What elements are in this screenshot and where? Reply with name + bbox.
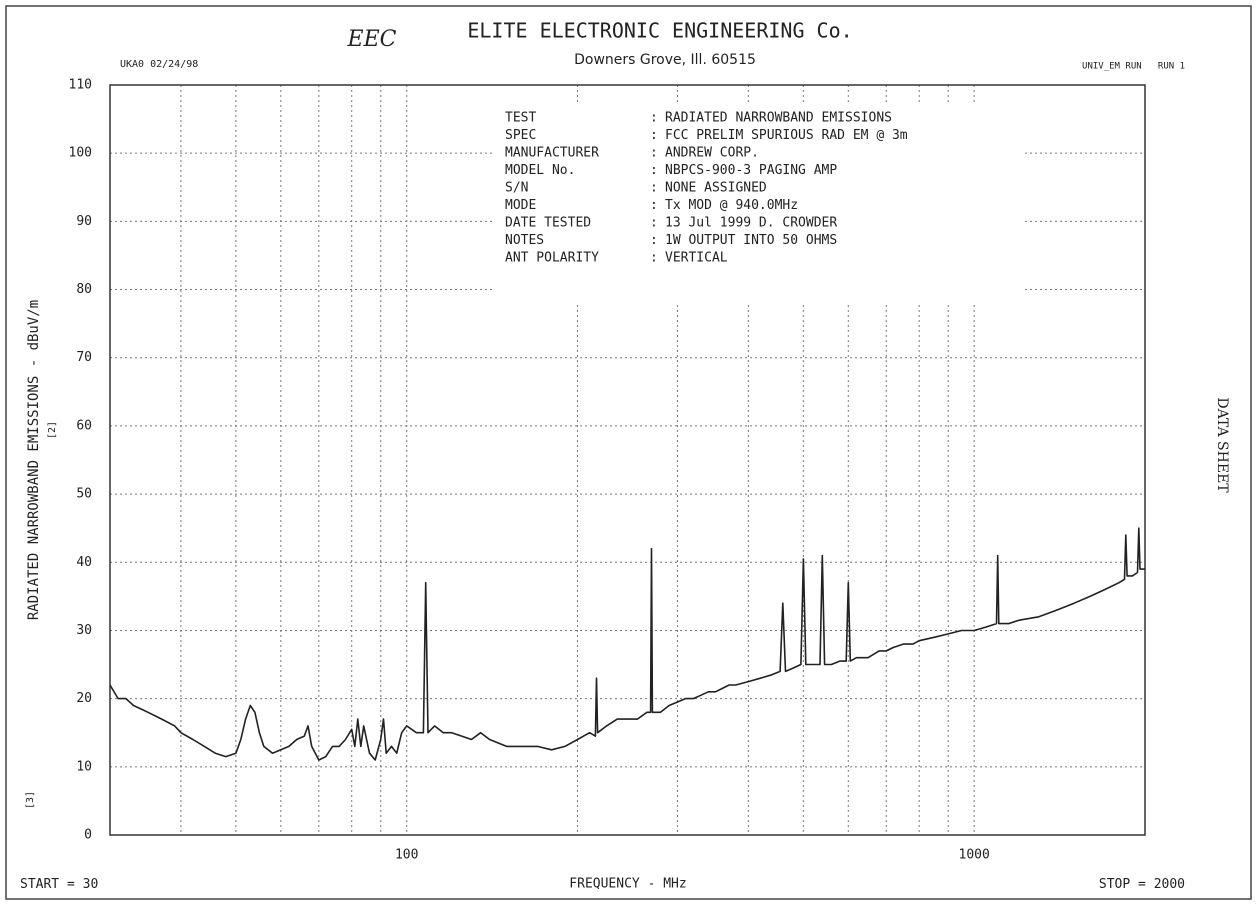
- stop-text: STOP =: [1099, 877, 1146, 892]
- page-mark: [3]: [25, 791, 36, 809]
- info-key: TEST: [505, 111, 536, 126]
- info-key: SPEC: [505, 128, 536, 143]
- header-right: UNIV_EM RUN RUN 1: [1082, 62, 1185, 72]
- y-tick-label: 70: [76, 350, 92, 365]
- y-tick-label: 40: [76, 555, 92, 570]
- page-mark: [2]: [47, 421, 58, 439]
- info-value: NONE ASSIGNED: [665, 181, 767, 196]
- info-key: ANT POLARITY: [505, 251, 599, 266]
- info-key: MANUFACTURER: [505, 146, 599, 161]
- info-value: RADIATED NARROWBAND EMISSIONS: [665, 111, 892, 126]
- y-tick-label: 90: [76, 214, 92, 229]
- info-separator: :: [650, 181, 658, 196]
- y-tick-label: 0: [84, 828, 92, 843]
- info-separator: :: [650, 216, 658, 231]
- info-background: [495, 105, 1025, 305]
- y-tick-label: 100: [69, 146, 92, 161]
- info-value: VERTICAL: [665, 251, 728, 266]
- y-tick-label: 10: [76, 759, 92, 774]
- info-key: MODEL No.: [505, 163, 575, 178]
- info-separator: :: [650, 251, 658, 266]
- info-value: FCC PRELIM SPURIOUS RAD EM @ 3m: [665, 128, 908, 143]
- info-key: MODE: [505, 198, 536, 213]
- stop-value: 2000: [1154, 877, 1185, 892]
- y-tick-label: 20: [76, 691, 92, 706]
- y-tick-label: 30: [76, 623, 92, 638]
- info-separator: :: [650, 163, 658, 178]
- info-value: 13 Jul 1999 D. CROWDER: [665, 216, 837, 231]
- info-separator: :: [650, 128, 658, 143]
- y-axis-label: RADIATED NARROWBAND EMISSIONS - dBuV/m: [26, 300, 42, 620]
- info-key: S/N: [505, 181, 528, 196]
- start-value: 30: [83, 877, 99, 892]
- x-tick-label: 1000: [959, 848, 990, 863]
- x-axis-label: FREQUENCY - MHz: [569, 877, 686, 892]
- info-value: 1W OUTPUT INTO 50 OHMS: [665, 233, 837, 248]
- x-tick-label: 100: [395, 848, 418, 863]
- side-label: DATA SHEET: [1214, 397, 1230, 493]
- data-line: [109, 527, 1145, 761]
- info-value: ANDREW CORP.: [665, 146, 759, 161]
- start-label: START = 30: [20, 877, 98, 892]
- logo: EEC: [347, 27, 397, 52]
- header-left: UKA0 02/24/98: [120, 59, 198, 70]
- company: ELITE ELECTRONIC ENGINEERING Co.: [467, 19, 852, 43]
- address: Downers Grove, Ill. 60515: [574, 52, 756, 68]
- info-separator: :: [650, 111, 658, 126]
- plot-frame: [109, 84, 1146, 836]
- y-tick-label: 50: [76, 487, 92, 502]
- page-border: [5, 5, 1252, 900]
- info-value: Tx MOD @ 940.0MHz: [665, 198, 798, 213]
- info-separator: :: [650, 146, 658, 161]
- y-tick-label: 80: [76, 282, 92, 297]
- info-separator: :: [650, 233, 658, 248]
- y-tick-label: 110: [69, 78, 92, 93]
- start-text: START =: [20, 877, 75, 892]
- info-separator: :: [650, 198, 658, 213]
- stop-label: STOP = 2000: [1099, 877, 1185, 892]
- y-tick-label: 60: [76, 418, 92, 433]
- info-key: NOTES: [505, 233, 544, 248]
- info-key: DATE TESTED: [505, 216, 591, 231]
- info-value: NBPCS-900-3 PAGING AMP: [665, 163, 837, 178]
